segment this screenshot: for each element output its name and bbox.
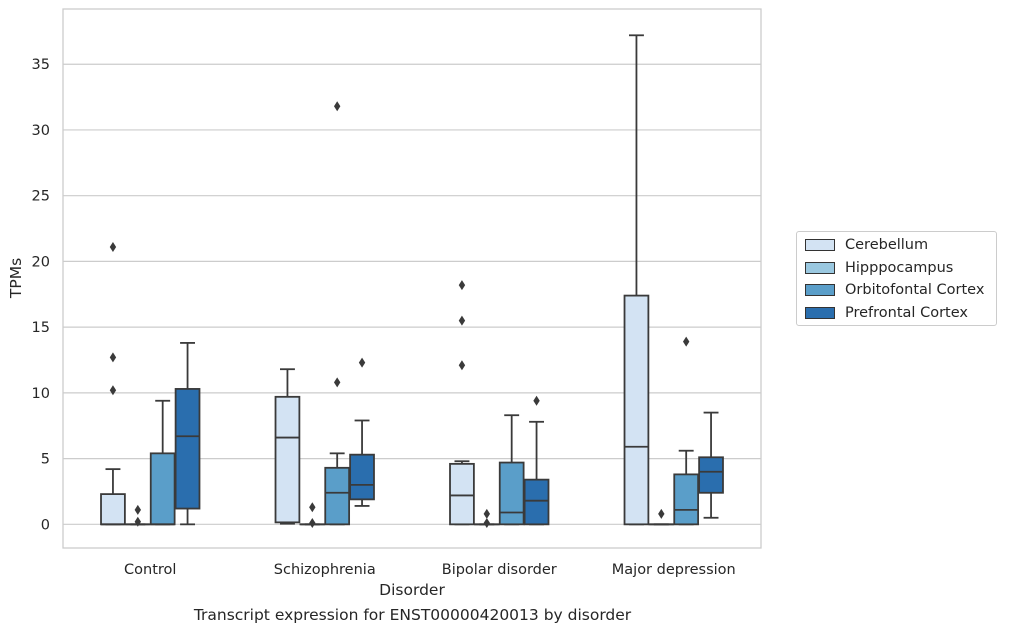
outlier-point bbox=[458, 315, 466, 326]
box-iqr bbox=[449, 462, 475, 526]
legend: Cerebellum Hipppocampus Orbitofontal Cor… bbox=[796, 231, 997, 326]
legend-label-prefrontal-cortex: Prefrontal Cortex bbox=[845, 305, 968, 321]
legend-label-cerebellum: Cerebellum bbox=[845, 237, 929, 253]
y-tick-label: 30 bbox=[32, 123, 50, 139]
box-iqr bbox=[149, 452, 176, 526]
outlier-point bbox=[483, 508, 491, 519]
box-iqr bbox=[698, 456, 724, 494]
legend-swatch-orbitofrontal-cortex bbox=[805, 284, 835, 296]
y-tick-label: 0 bbox=[41, 517, 50, 533]
legend-item-prefrontal-cortex: Prefrontal Cortex bbox=[805, 303, 968, 323]
outlier-point bbox=[658, 508, 665, 519]
box-hipppocampus-bipolar-disorder bbox=[473, 508, 500, 529]
box-iqr bbox=[498, 461, 525, 526]
outlier-point bbox=[109, 385, 117, 396]
outlier-point bbox=[533, 395, 540, 406]
box-orbitofontal-cortex-schizophrenia bbox=[324, 101, 351, 526]
y-axis-label: TPMs bbox=[7, 258, 25, 299]
x-tick-label-bipolar-disorder: Bipolar disorder bbox=[442, 562, 557, 578]
outlier-point bbox=[109, 352, 117, 363]
y-tick-label: 35 bbox=[32, 57, 50, 73]
box-prefrontal-cortex-control bbox=[174, 342, 201, 526]
outlier-point bbox=[483, 518, 491, 529]
x-tick-label-control: Control bbox=[124, 562, 176, 578]
outlier-point bbox=[458, 280, 466, 291]
outlier-point bbox=[109, 241, 117, 252]
y-tick-labels: 0 5 10 15 20 25 30 35 bbox=[32, 57, 50, 533]
chart-caption: Transcript expression for ENST0000042001… bbox=[193, 606, 632, 624]
box-iqr bbox=[673, 473, 700, 526]
box-prefrontal-cortex-bipolar-disorder bbox=[523, 395, 550, 526]
legend-item-orbitofrontal-cortex: Orbitofontal Cortex bbox=[805, 280, 984, 300]
box-cerebellum-control bbox=[100, 241, 126, 526]
legend-item-hippocampus: Hipppocampus bbox=[805, 258, 953, 278]
x-tick-label-schizophrenia: Schizophrenia bbox=[274, 562, 376, 578]
box-cerebellum-bipolar-disorder bbox=[449, 280, 475, 526]
legend-item-cerebellum: Cerebellum bbox=[805, 235, 928, 255]
legend-swatch-hippocampus bbox=[805, 262, 835, 274]
box-iqr bbox=[100, 493, 126, 526]
y-tick-label: 5 bbox=[41, 452, 50, 468]
legend-label-orbitofrontal-cortex: Orbitofontal Cortex bbox=[845, 282, 985, 298]
outlier-point bbox=[458, 360, 466, 371]
x-tick-label-major-depression: Major depression bbox=[612, 562, 736, 578]
box-cerebellum-major-depression bbox=[623, 34, 650, 526]
box-orbitofontal-cortex-control bbox=[149, 399, 176, 526]
outlier-point bbox=[333, 377, 341, 388]
box-orbitofontal-cortex-bipolar-disorder bbox=[498, 414, 525, 526]
outlier-point bbox=[134, 504, 142, 515]
plot-frame bbox=[62, 8, 762, 549]
x-axis-label: Disorder bbox=[379, 581, 445, 599]
box-prefrontal-cortex-major-depression bbox=[698, 411, 724, 519]
box-hipppocampus-major-depression bbox=[648, 508, 675, 526]
outlier-point bbox=[682, 336, 690, 347]
box-orbitofontal-cortex-major-depression bbox=[673, 336, 700, 526]
y-tick-label: 25 bbox=[32, 189, 50, 205]
box-iqr bbox=[523, 478, 550, 526]
box-iqr bbox=[623, 294, 650, 526]
box-iqr bbox=[349, 453, 375, 501]
outlier-point bbox=[309, 518, 316, 529]
outlier-point bbox=[309, 502, 316, 513]
box-iqr bbox=[174, 388, 201, 510]
box-hipppocampus-control bbox=[124, 504, 151, 527]
box-iqr bbox=[324, 466, 351, 526]
legend-label-hippocampus: Hipppocampus bbox=[845, 260, 954, 276]
y-tick-label: 20 bbox=[32, 254, 50, 270]
legend-swatch-cerebellum bbox=[805, 239, 835, 251]
boxes bbox=[100, 34, 724, 529]
outlier-point bbox=[333, 101, 341, 112]
x-tick-labels: Control Schizophrenia Bipolar disorder Majo… bbox=[124, 562, 736, 578]
box-iqr bbox=[274, 395, 301, 524]
box-prefrontal-cortex-schizophrenia bbox=[349, 357, 375, 507]
outlier-point bbox=[358, 357, 366, 368]
legend-swatch-prefrontal-cortex bbox=[805, 307, 835, 319]
box-hipppocampus-schizophrenia bbox=[299, 502, 326, 529]
y-tick-label: 10 bbox=[32, 386, 50, 402]
outlier-point bbox=[134, 516, 142, 527]
box-cerebellum-schizophrenia bbox=[274, 368, 301, 525]
y-tick-label: 15 bbox=[32, 320, 50, 336]
